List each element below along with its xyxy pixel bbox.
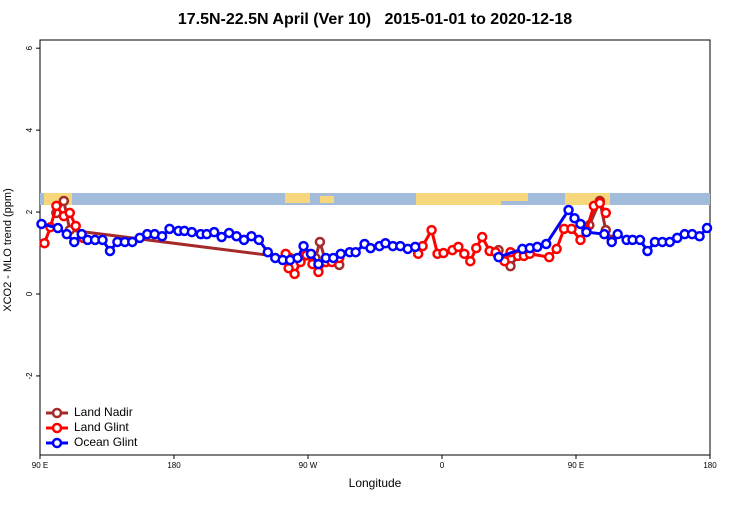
- point: [76, 228, 87, 240]
- point: [551, 243, 562, 255]
- x-tick-label: 0: [440, 461, 445, 470]
- point: [61, 228, 73, 240]
- point: [563, 204, 574, 216]
- point: [64, 207, 76, 219]
- point: [289, 268, 300, 280]
- y-tick-label: 6: [25, 45, 34, 50]
- point: [313, 258, 324, 270]
- x-tick-label: 180: [167, 461, 181, 470]
- point: [156, 230, 168, 242]
- x-axis-label: Longitude: [349, 476, 402, 490]
- point: [540, 238, 552, 250]
- point: [298, 240, 309, 252]
- point: [164, 223, 175, 235]
- point: [694, 230, 705, 242]
- point: [664, 236, 676, 248]
- legend-marker: [51, 422, 63, 434]
- point: [575, 218, 586, 230]
- x-tick-label: 90 E: [32, 461, 48, 470]
- point: [581, 226, 592, 238]
- y-axis-label: XCO2 - MLO trend (ppm): [2, 188, 14, 311]
- x-tick-label: 90 E: [568, 461, 584, 470]
- y-tick-label: 0: [25, 291, 34, 296]
- point: [409, 241, 421, 253]
- map-land: [320, 196, 334, 203]
- point: [459, 248, 470, 260]
- point: [566, 223, 577, 235]
- point: [470, 242, 482, 254]
- point: [314, 236, 326, 248]
- point: [569, 212, 580, 224]
- point: [186, 226, 198, 238]
- point: [51, 200, 62, 212]
- legend-marker: [51, 407, 63, 419]
- point: [70, 220, 81, 232]
- point: [216, 231, 227, 243]
- point: [634, 234, 646, 246]
- point: [52, 222, 64, 234]
- legend-label: Land Nadir: [74, 405, 133, 419]
- point: [465, 255, 476, 267]
- point: [58, 195, 70, 207]
- point: [600, 207, 612, 219]
- x-tick-label: 180: [703, 461, 717, 470]
- point: [599, 228, 610, 240]
- legend-marker: [51, 437, 63, 449]
- point: [365, 242, 376, 254]
- point: [335, 248, 347, 260]
- y-tick-label: 2: [25, 209, 34, 214]
- x-tick-label: 90 W: [299, 461, 318, 470]
- chart-title: 17.5N-22.5N April (Ver 10) 2015-01-01 to…: [178, 11, 572, 28]
- map-strip: [40, 193, 710, 205]
- map-land: [285, 193, 310, 203]
- point: [262, 246, 274, 258]
- point: [97, 234, 108, 246]
- map-ocean: [40, 193, 710, 205]
- point: [305, 248, 317, 260]
- point: [493, 251, 504, 263]
- point: [292, 252, 303, 264]
- point: [328, 252, 339, 264]
- map-land: [500, 193, 528, 201]
- point: [104, 245, 116, 257]
- point: [594, 197, 606, 209]
- y-tick-label: -2: [25, 372, 34, 380]
- point: [701, 222, 713, 234]
- legend-label: Land Glint: [74, 420, 129, 434]
- point: [575, 234, 586, 246]
- map-land: [416, 193, 501, 205]
- point: [453, 241, 464, 253]
- point: [127, 236, 138, 248]
- point: [36, 218, 47, 230]
- point: [426, 224, 437, 236]
- point: [253, 234, 265, 246]
- point: [39, 237, 50, 249]
- point: [612, 228, 623, 240]
- point: [642, 245, 653, 257]
- point: [532, 241, 543, 253]
- point: [606, 236, 617, 248]
- point: [68, 236, 80, 248]
- point: [208, 226, 220, 238]
- point: [350, 246, 361, 258]
- y-tick-label: 4: [25, 127, 34, 132]
- point: [543, 251, 555, 263]
- point: [438, 247, 449, 259]
- point: [476, 231, 488, 243]
- legend-label: Ocean Glint: [74, 435, 138, 449]
